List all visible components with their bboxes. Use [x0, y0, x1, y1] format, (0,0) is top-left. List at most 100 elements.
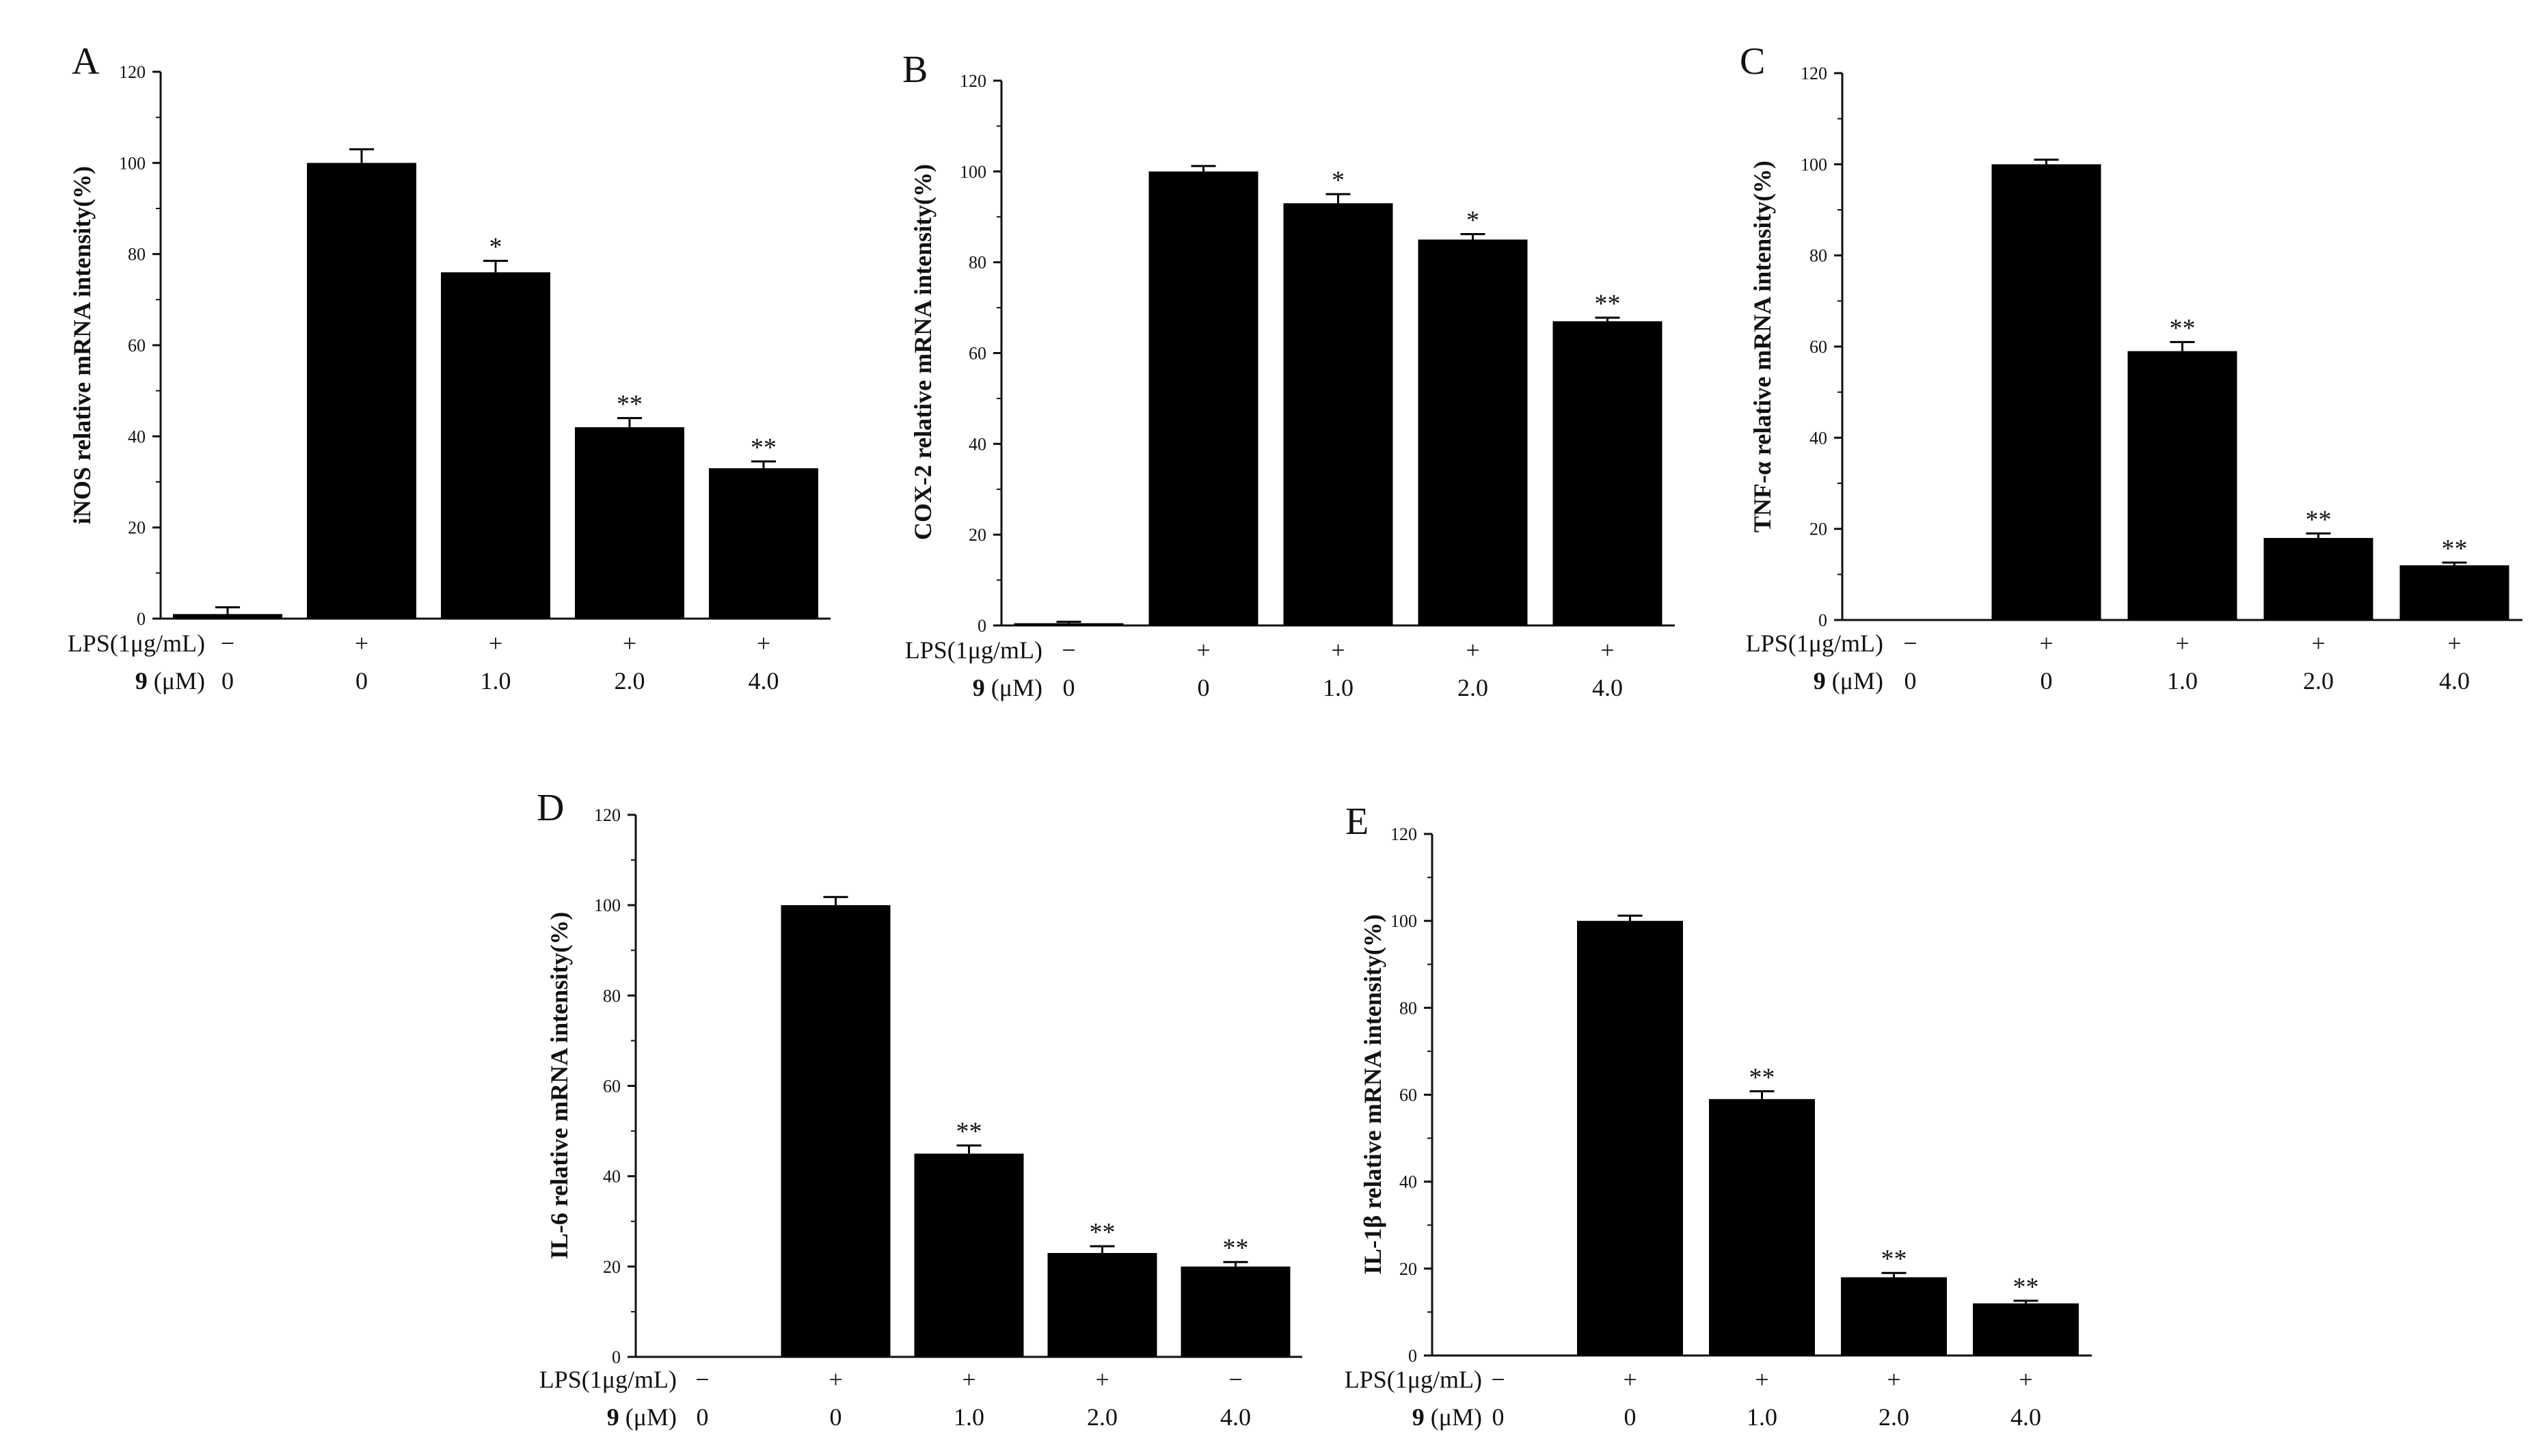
dose-value: 0	[2041, 667, 2053, 695]
lps-sign: +	[1095, 1366, 1109, 1393]
bar	[1418, 239, 1528, 625]
bar	[709, 468, 818, 619]
lps-sign: +	[2039, 630, 2053, 657]
lps-sign: −	[1228, 1366, 1242, 1393]
significance-marker: **	[1749, 1063, 1775, 1092]
y-tick-label: 120	[1801, 64, 1827, 83]
dose-value: 2.0	[1457, 674, 1488, 701]
dose-unit: (μM)	[985, 674, 1042, 701]
y-tick-label: 120	[119, 62, 146, 82]
significance-marker: **	[1223, 1234, 1249, 1263]
bar	[307, 163, 416, 619]
chart-panel-e: E 0 20 40 60 80 100 120 IL-1β relative mRNA inte…	[1345, 800, 2092, 1431]
bar	[1283, 203, 1393, 625]
y-tick-label: 100	[594, 895, 621, 915]
lps-sign: +	[355, 630, 368, 657]
dose-unit: (μM)	[148, 667, 205, 695]
significance-marker: **	[617, 390, 643, 419]
y-tick-label: 80	[969, 253, 986, 273]
compound-number: 9	[1412, 1403, 1425, 1431]
dose-value: 2.0	[615, 667, 645, 695]
lps-row-label: LPS(1μg/mL)	[905, 636, 1042, 664]
chart-panel-d: D 0 20 40 60 80 100 120 IL-6 relative mRNA inten…	[537, 787, 1302, 1431]
dose-value: 4.0	[2010, 1403, 2041, 1431]
lps-sign: −	[695, 1366, 709, 1393]
panel-letter: C	[1740, 40, 1765, 83]
y-tick-label: 100	[960, 162, 986, 182]
significance-marker: **	[2170, 314, 2196, 342]
lps-sign: −	[1903, 630, 1917, 657]
lps-sign: +	[489, 630, 502, 657]
y-tick-label: 20	[969, 525, 986, 545]
lps-sign: +	[829, 1366, 842, 1393]
bar	[441, 272, 550, 619]
lps-row-label: LPS(1μg/mL)	[1746, 630, 1883, 657]
y-tick-label: 80	[128, 245, 146, 265]
y-tick-label: 60	[1399, 1086, 1417, 1105]
y-tick-label: 60	[128, 336, 146, 355]
lps-sign: +	[962, 1366, 975, 1393]
significance-marker: *	[489, 233, 502, 262]
lps-sign: +	[2175, 630, 2189, 657]
dose-value: 1.0	[1323, 674, 1354, 701]
bar	[1014, 623, 1124, 625]
y-tick-label: 60	[1809, 337, 1827, 357]
lps-sign: −	[1062, 636, 1075, 664]
lps-sign: −	[1491, 1366, 1505, 1393]
dose-value: 4.0	[2439, 667, 2470, 695]
y-tick-label: 100	[1390, 911, 1417, 931]
dose-value: 0	[1624, 1403, 1637, 1431]
y-tick-label: 60	[603, 1077, 621, 1096]
bar	[2399, 565, 2509, 620]
dose-unit: (μM)	[1826, 667, 1883, 695]
y-tick-label: 40	[1399, 1172, 1417, 1192]
bar	[781, 905, 891, 1357]
lps-sign: +	[1755, 1366, 1768, 1393]
dose-value: 4.0	[1592, 674, 1623, 701]
significance-marker: **	[956, 1118, 982, 1146]
y-tick-label: 0	[612, 1347, 621, 1367]
significance-marker: **	[1090, 1218, 1116, 1247]
y-axis-label: COX-2 relative mRNA intensity(%)	[909, 164, 937, 540]
lps-sign: +	[1196, 636, 1210, 664]
y-tick-label: 20	[603, 1257, 621, 1277]
lps-row-label: LPS(1μg/mL)	[1345, 1366, 1482, 1393]
bar	[1709, 1098, 1815, 1356]
dose-value: 2.0	[1879, 1403, 1909, 1431]
significance-marker: **	[2013, 1273, 2039, 1302]
dose-value: 0	[1492, 1403, 1505, 1431]
y-axis-label: TNF-α relative mRNA intensity(%)	[1749, 161, 1776, 532]
y-tick-label: 60	[969, 344, 986, 364]
chart-panel-a: A 0 20 40 60 80 100 120 iNOS relative mRNA inten…	[68, 40, 831, 695]
significance-marker: **	[1595, 290, 1621, 319]
bar	[1047, 1253, 1157, 1357]
bar	[1991, 164, 2101, 621]
panel-letter: B	[902, 49, 928, 91]
y-tick-label: 0	[1408, 1346, 1417, 1366]
lps-sign: +	[2019, 1366, 2032, 1393]
y-tick-label: 40	[969, 434, 986, 454]
bar	[173, 614, 282, 619]
lps-sign: +	[1623, 1366, 1637, 1393]
compound-number: 9	[1814, 667, 1826, 695]
compound-number: 9	[135, 667, 148, 695]
dose-value: 1.0	[481, 667, 511, 695]
bar	[1148, 171, 1258, 626]
dose-row-label: 9 (μM)	[1814, 667, 1883, 695]
lps-row-label: LPS(1μg/mL)	[68, 630, 205, 657]
y-tick-label: 0	[137, 609, 146, 629]
y-axis-label: IL-1β relative mRNA intensity(%)	[1359, 914, 1386, 1274]
panel-letter: D	[537, 787, 564, 829]
y-tick-label: 80	[1399, 998, 1417, 1018]
y-tick-label: 20	[1809, 520, 1827, 539]
y-tick-label: 120	[960, 71, 986, 91]
dose-row-label: 9 (μM)	[607, 1403, 677, 1431]
dose-value: 1.0	[1747, 1403, 1777, 1431]
y-tick-label: 40	[603, 1167, 621, 1187]
lps-sign: +	[623, 630, 636, 657]
y-tick-label: 40	[1809, 428, 1827, 448]
y-tick-label: 40	[128, 427, 146, 446]
y-tick-label: 100	[1801, 154, 1827, 174]
dose-value: 2.0	[1087, 1403, 1118, 1431]
